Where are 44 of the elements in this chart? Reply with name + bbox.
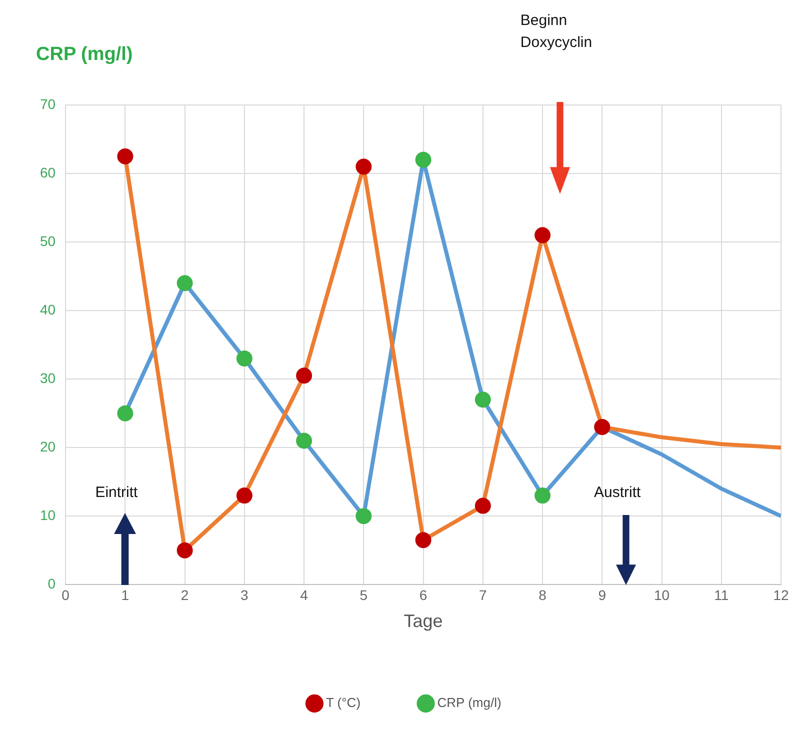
point [117, 148, 134, 164]
x-tick-label: 3 [240, 586, 249, 603]
x-tick-label: 6 [419, 586, 428, 603]
legend-label: T (°C) [326, 695, 361, 710]
x-tick-label: 12 [773, 586, 789, 603]
point [356, 158, 372, 175]
point [296, 432, 312, 449]
y-tick-label: 10 [40, 506, 56, 523]
y-tick-label: 0 [48, 575, 56, 592]
x-tick-label: 0 [62, 586, 70, 603]
point [474, 498, 491, 514]
y-tick-label: 50 [40, 232, 56, 249]
point [236, 350, 252, 367]
y-axis-title: CRP (mg/l) [36, 44, 133, 66]
x-tick-label: 2 [180, 586, 189, 603]
x-tick-label: 9 [598, 586, 606, 603]
point [534, 488, 551, 504]
annotation: Austritt [594, 482, 641, 503]
point [296, 368, 312, 384]
point [176, 542, 193, 558]
point [534, 227, 551, 244]
legend-label: CRP (mg/l) [437, 695, 502, 710]
point [236, 488, 252, 504]
x-tick-label: 8 [538, 586, 547, 603]
point [117, 405, 134, 422]
text: Beginn Doxycyclin [520, 11, 594, 53]
annotation: Eintritt [95, 482, 138, 503]
x-tick-label: 1 [121, 586, 130, 603]
point [356, 508, 372, 524]
x-tick-label: 5 [360, 586, 368, 603]
x-tick-label: 10 [654, 586, 670, 603]
point [415, 532, 432, 548]
point [176, 275, 193, 292]
y-tick-label: 70 [40, 96, 56, 112]
y-tick-label: 60 [40, 164, 56, 180]
point [415, 152, 432, 168]
x-tick-label: 11 [714, 586, 729, 603]
x-tick-label: 4 [300, 586, 308, 603]
x-axis-title: Tage [404, 611, 443, 632]
point [474, 392, 491, 408]
y-tick-label: 30 [40, 370, 56, 386]
y-tick-label: 20 [40, 438, 56, 454]
y-tick-label: 40 [40, 301, 56, 318]
x-tick-label: 7 [479, 586, 488, 603]
